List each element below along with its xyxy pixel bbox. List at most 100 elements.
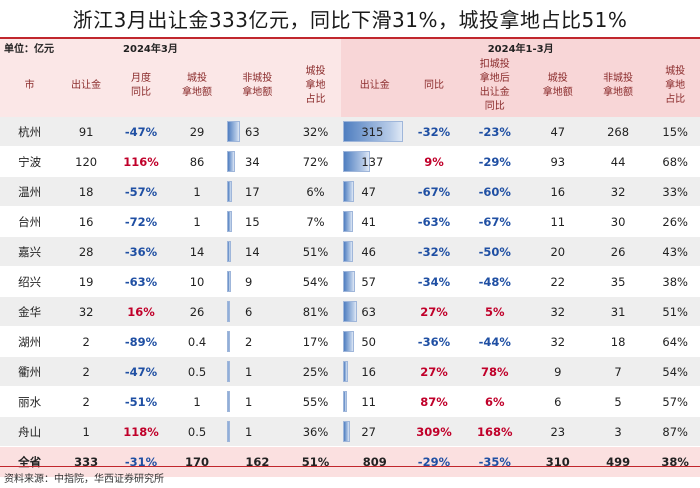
bar-value: 11 [361,394,376,409]
cell-q-ex-yoy: -67% [459,206,530,237]
table-row: 嘉兴 28 -36% 14 14 51% 46 -32% -50% 20 26 43% [0,236,700,267]
bar-value: 137 [361,154,384,169]
cell-m-ct: 26 [169,296,226,327]
header-m-yoy: 月度 同比 [113,55,170,117]
cell-q-yoy: -63% [408,206,460,237]
cell-q-ct: 93 [529,146,586,177]
cell-q-share: 51% [650,296,700,327]
cell-q-share: 38% [650,266,700,297]
total-q-yoy: -29% [408,446,460,477]
total-q-nonct: 499 [585,446,651,477]
cell-m-share: 25% [289,356,342,387]
table-row: 台州 16 -72% 1 15 7% 41 -63% -67% 11 30 26% [0,206,700,237]
cell-q-nonct: 30 [585,206,651,237]
total-m-ct: 170 [169,446,226,477]
cell-m-nonct: 6 [225,296,290,327]
cell-city: 丽水 [0,386,60,417]
cell-q-share: 33% [650,176,700,207]
cell-q-ex-yoy: -50% [459,236,530,267]
header-q-ct: 城投 拿地额 [529,55,586,117]
bar-value: 1 [245,394,253,409]
data-bar [343,151,371,172]
total-q-ex-yoy: -35% [459,446,530,477]
total-m-yoy: -31% [113,446,170,477]
data-bar [343,301,358,322]
cell-q-share: 57% [650,386,700,417]
cell-q-nonct: 31 [585,296,651,327]
cell-q-amount: 47 [341,176,409,207]
cell-m-nonct: 14 [225,236,290,267]
table-row: 杭州 91 -47% 29 63 32% 315 -32% -23% 47 268 15% [0,117,700,147]
cell-q-amount: 315 [341,117,409,147]
bar-value: 63 [245,124,260,139]
header-m-ct: 城投 拿地额 [169,55,226,117]
header-q-nonct: 非城投 拿地额 [585,55,651,117]
cell-q-nonct: 26 [585,236,651,267]
data-bar [343,211,354,232]
land-sales-table: 单位：亿元 2024年3月 2024年1-3月 市出让金 月度 同比 城投 拿地额 非城投… [0,39,700,477]
header-q-ex-yoy: 扣城投 拿地后 出让金 同比 [459,55,530,117]
cell-m-nonct: 9 [225,266,290,297]
cell-m-ct: 0.5 [169,416,226,447]
cell-m-nonct: 1 [225,356,290,387]
cell-q-yoy: 27% [408,356,460,387]
cell-m-yoy: -36% [113,236,170,267]
cell-q-amount: 11 [341,386,409,417]
cell-m-yoy: -63% [113,266,170,297]
data-bar [227,391,231,412]
cell-m-nonct: 63 [225,117,290,147]
bar-value: 15 [245,214,260,229]
table-row: 金华 32 16% 26 6 81% 63 27% 5% 32 31 51% [0,296,700,327]
cell-q-ex-yoy: -60% [459,176,530,207]
total-q-amount: 809 [341,446,409,477]
cell-m-share: 36% [289,416,342,447]
cell-m-nonct: 1 [225,416,290,447]
cell-m-share: 6% [289,176,342,207]
table-row: 舟山 1 118% 0.5 1 36% 27 309% 168% 23 3 87% [0,416,700,447]
title-rule [0,37,700,39]
data-bar [343,181,355,202]
header-q-share: 城投 拿地 占比 [650,55,700,117]
bar-value: 315 [361,124,384,139]
cell-q-ex-yoy: -23% [459,117,530,147]
cell-q-nonct: 18 [585,326,651,357]
cell-q-ct: 47 [529,117,586,147]
cell-m-share: 51% [289,236,342,267]
unit-label: 单位：亿元 [0,39,114,55]
cell-m-share: 55% [289,386,342,417]
cell-m-ct: 0.5 [169,356,226,387]
bar-value: 16 [361,364,376,379]
table-row: 温州 18 -57% 1 17 6% 47 -67% -60% 16 32 33% [0,176,700,207]
cell-q-yoy: -34% [408,266,460,297]
data-bar [343,331,355,352]
cell-m-nonct: 1 [225,386,290,417]
data-bar [227,421,231,442]
cell-q-share: 43% [650,236,700,267]
cell-m-yoy: -47% [113,117,170,147]
cell-m-yoy: -47% [113,356,170,387]
cell-q-yoy: -67% [408,176,460,207]
bar-value: 63 [361,304,376,319]
bar-value: 1 [245,424,253,439]
data-bar [343,271,356,292]
total-m-share: 51% [289,446,342,477]
cell-m-amount: 2 [59,326,114,357]
cell-m-yoy: -72% [113,206,170,237]
data-bar [343,391,348,412]
bar-value: 34 [245,154,260,169]
cell-city: 杭州 [0,117,60,147]
cell-q-share: 68% [650,146,700,177]
cell-q-ex-yoy: -29% [459,146,530,177]
header-q-yoy: 同比 [408,55,460,117]
total-q-ct: 310 [529,446,586,477]
cell-q-yoy: 87% [408,386,460,417]
cell-m-share: 7% [289,206,342,237]
cell-m-amount: 1 [59,416,114,447]
data-bar [227,181,233,202]
bar-value: 41 [361,214,376,229]
table-body: 杭州 91 -47% 29 63 32% 315 -32% -23% 47 268 15% 宁波 120 1… [0,117,700,477]
cell-m-ct: 29 [169,117,226,147]
bar-value: 2 [245,334,253,349]
cell-m-ct: 1 [169,386,226,417]
cell-city: 衢州 [0,356,60,387]
